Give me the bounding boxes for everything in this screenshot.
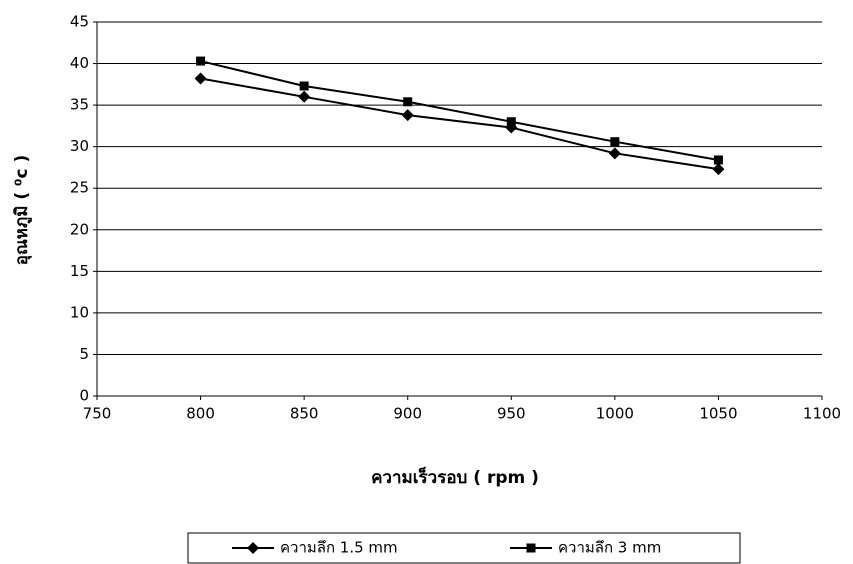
- y-axis-title: อุณหภูมิ ( ⁰c ): [12, 155, 33, 265]
- y-tick-label: 40: [70, 54, 89, 72]
- legend-marker: [247, 542, 259, 554]
- point: [506, 117, 516, 127]
- point: [196, 56, 206, 66]
- y-tick-label: 35: [70, 96, 89, 114]
- series-line: [200, 60, 719, 161]
- y-tick-label: 25: [70, 179, 89, 197]
- x-tick-label: 900: [393, 405, 422, 423]
- x-tick-label: 1100: [803, 405, 841, 423]
- y-tick-label: 0: [79, 387, 89, 405]
- point: [299, 81, 309, 91]
- point: [712, 163, 725, 176]
- point: [610, 137, 620, 147]
- legend-label: ความลึก 3 mm: [558, 539, 661, 557]
- point: [403, 97, 413, 107]
- point: [608, 147, 621, 160]
- legend-box: [187, 532, 741, 564]
- series-line: [200, 77, 719, 171]
- x-tick-label: 750: [83, 405, 112, 423]
- y-tick-label: 20: [70, 220, 89, 238]
- x-tick-label: 850: [290, 405, 319, 423]
- x-tick-label: 800: [186, 405, 215, 423]
- legend-marker: [526, 543, 536, 553]
- point: [298, 90, 311, 103]
- point: [194, 72, 207, 85]
- y-tick-label: 15: [70, 262, 89, 280]
- y-tick-label: 5: [79, 345, 89, 363]
- y-tick-label: 30: [70, 137, 89, 155]
- x-tick-label: 950: [497, 405, 526, 423]
- x-axis-title: ความเร็วรอบ ( rpm ): [371, 465, 539, 488]
- x-tick-label: 1000: [596, 405, 634, 423]
- legend-label: ความลึก 1.5 mm: [280, 539, 398, 557]
- point: [713, 155, 723, 165]
- point: [401, 109, 414, 122]
- x-tick-label: 1050: [699, 405, 737, 423]
- y-tick-label: 45: [70, 13, 89, 31]
- y-tick-label: 10: [70, 303, 89, 321]
